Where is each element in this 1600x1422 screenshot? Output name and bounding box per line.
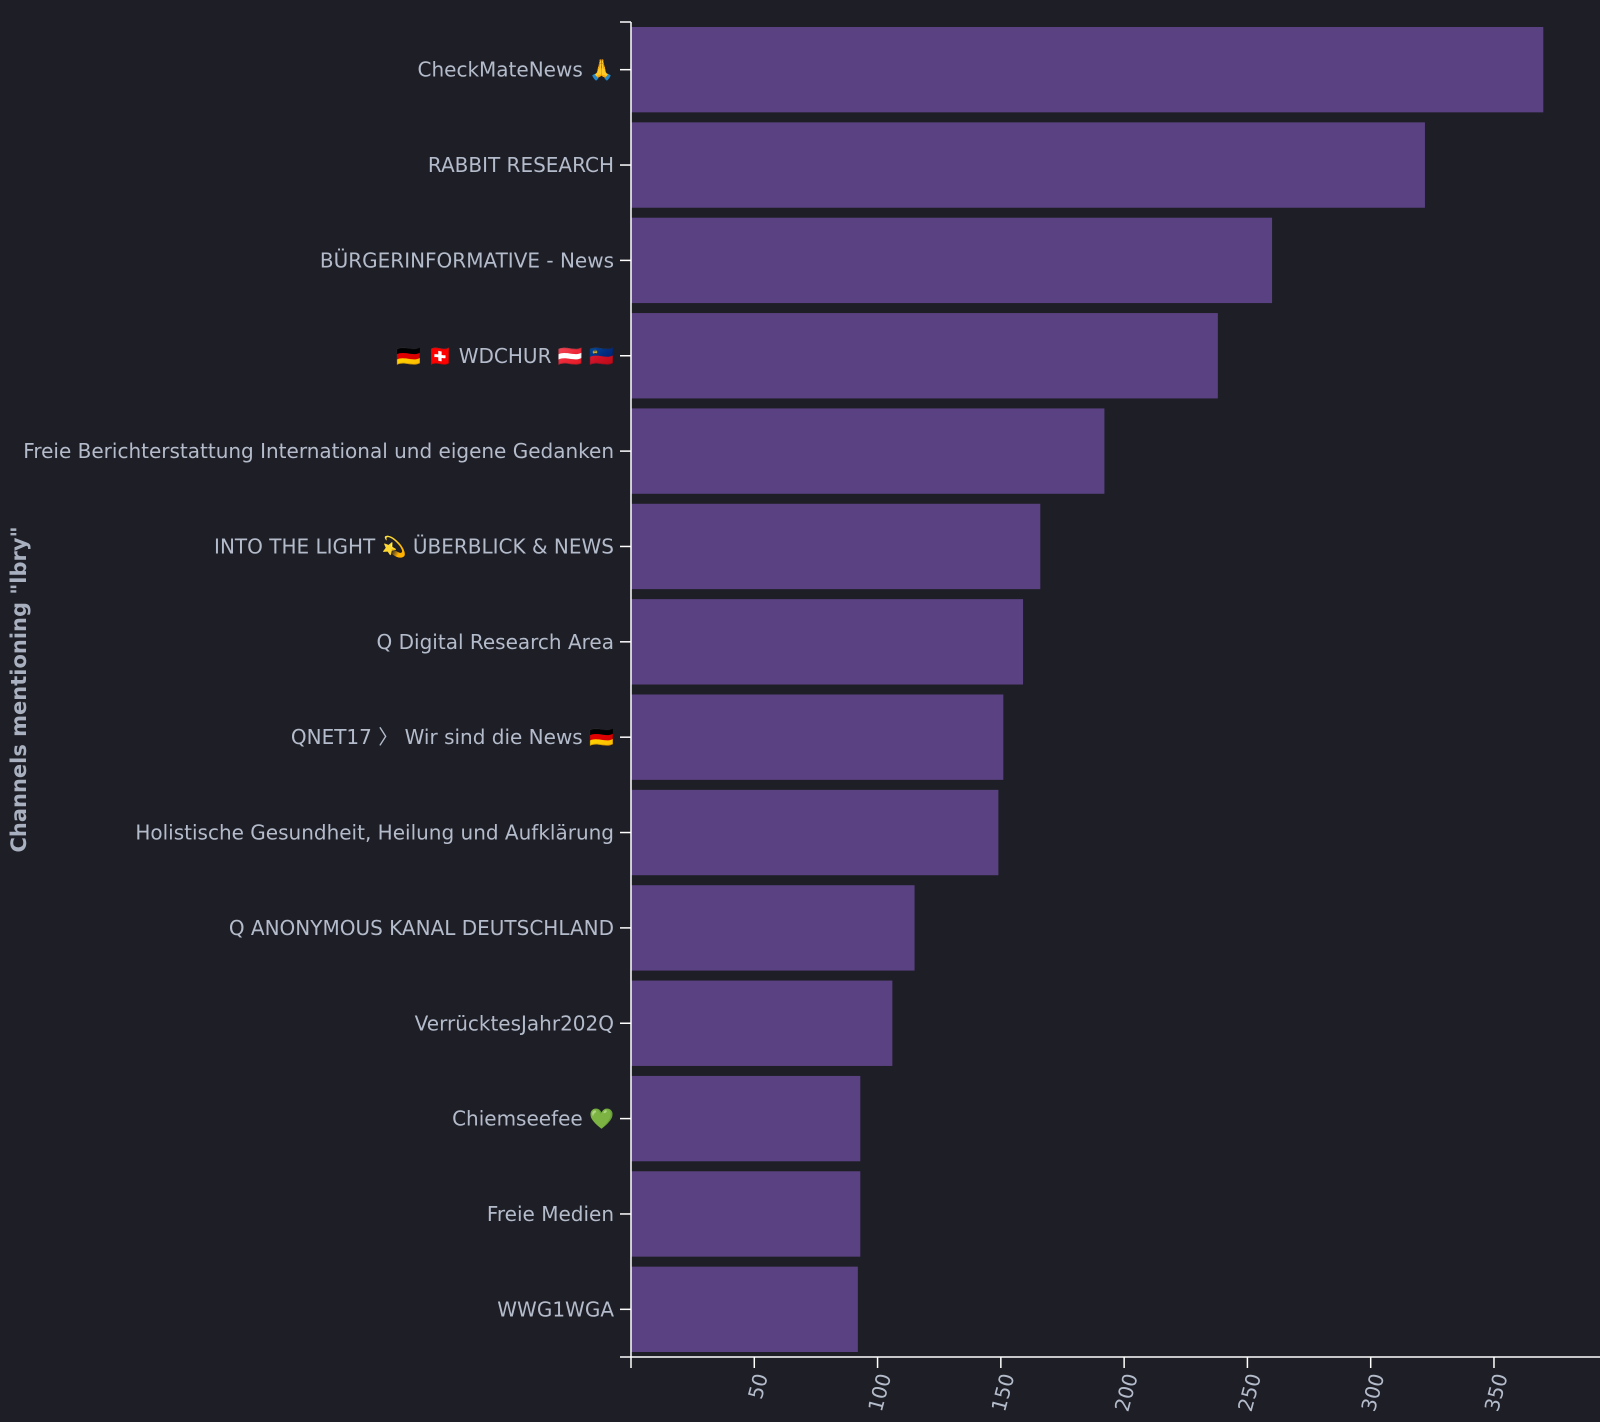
y-tick-label: Q Digital Research Area <box>377 630 614 654</box>
bar-freie-berichterstattung-international-und-eigene-gedanken <box>631 408 1105 494</box>
y-tick-label: QNET17 〉 Wir sind die News 🇩🇪 <box>291 725 614 749</box>
bar-bu-rgerinformative-news <box>631 217 1273 304</box>
y-tick-label: WWG1WGA <box>497 1297 614 1321</box>
bar-chiemseefee <box>631 1075 861 1162</box>
y-tick-label: INTO THE LIGHT 💫 ÜBERBLICK & NEWS <box>214 534 614 559</box>
y-tick-label: VerrücktesJahr202Q <box>415 1011 614 1035</box>
y-tick-label: Q ANONYMOUS KANAL DEUTSCHLAND <box>229 916 614 940</box>
bar-holistische-gesundheit-heilung-und-aufkla-rung <box>631 789 999 876</box>
x-axis-ticks: 50 100 150 200 250 300 350 <box>630 1357 1513 1414</box>
bar-verru-cktesjahr202q <box>631 980 893 1066</box>
y-tick-label: 🇩🇪 🇨🇭 WDCHUR 🇦🇹 🇱🇮 <box>396 344 614 368</box>
bar-checkmatenews <box>631 27 1544 113</box>
bar-qnet17-wir-sind-die-news <box>631 694 1004 780</box>
y-axis-title: Channels mentioning "lbry" <box>7 526 31 852</box>
y-tick-label: Chiemseefee 💚 <box>452 1107 614 1131</box>
y-tick-label: BÜRGERINFORMATIVE - News <box>320 248 614 272</box>
y-tick-label: Freie Berichterstattung International un… <box>23 439 614 463</box>
bar-q-digital-research-area <box>631 599 1024 685</box>
bar-wdchur <box>631 313 1218 399</box>
y-axis-ticks: CheckMateNews 🙏 RABBIT RESEARCH BÜRGERINFO… <box>23 21 631 1358</box>
y-tick-label: Freie Medien <box>487 1202 614 1226</box>
y-tick-label: Holistische Gesundheit, Heilung und Aufk… <box>135 821 614 845</box>
bar-rabbit-research <box>631 122 1425 208</box>
bar-into-the-light-u-berblick-news <box>631 503 1041 590</box>
bar-wwg1wga <box>631 1266 858 1352</box>
bars-group <box>631 27 1544 1352</box>
y-tick-label: RABBIT RESEARCH <box>428 153 614 177</box>
bar-freie-medien <box>631 1171 861 1257</box>
bar-q-anonymous-kanal-deutschland <box>631 885 915 971</box>
y-tick-label: CheckMateNews 🙏 <box>418 58 614 82</box>
